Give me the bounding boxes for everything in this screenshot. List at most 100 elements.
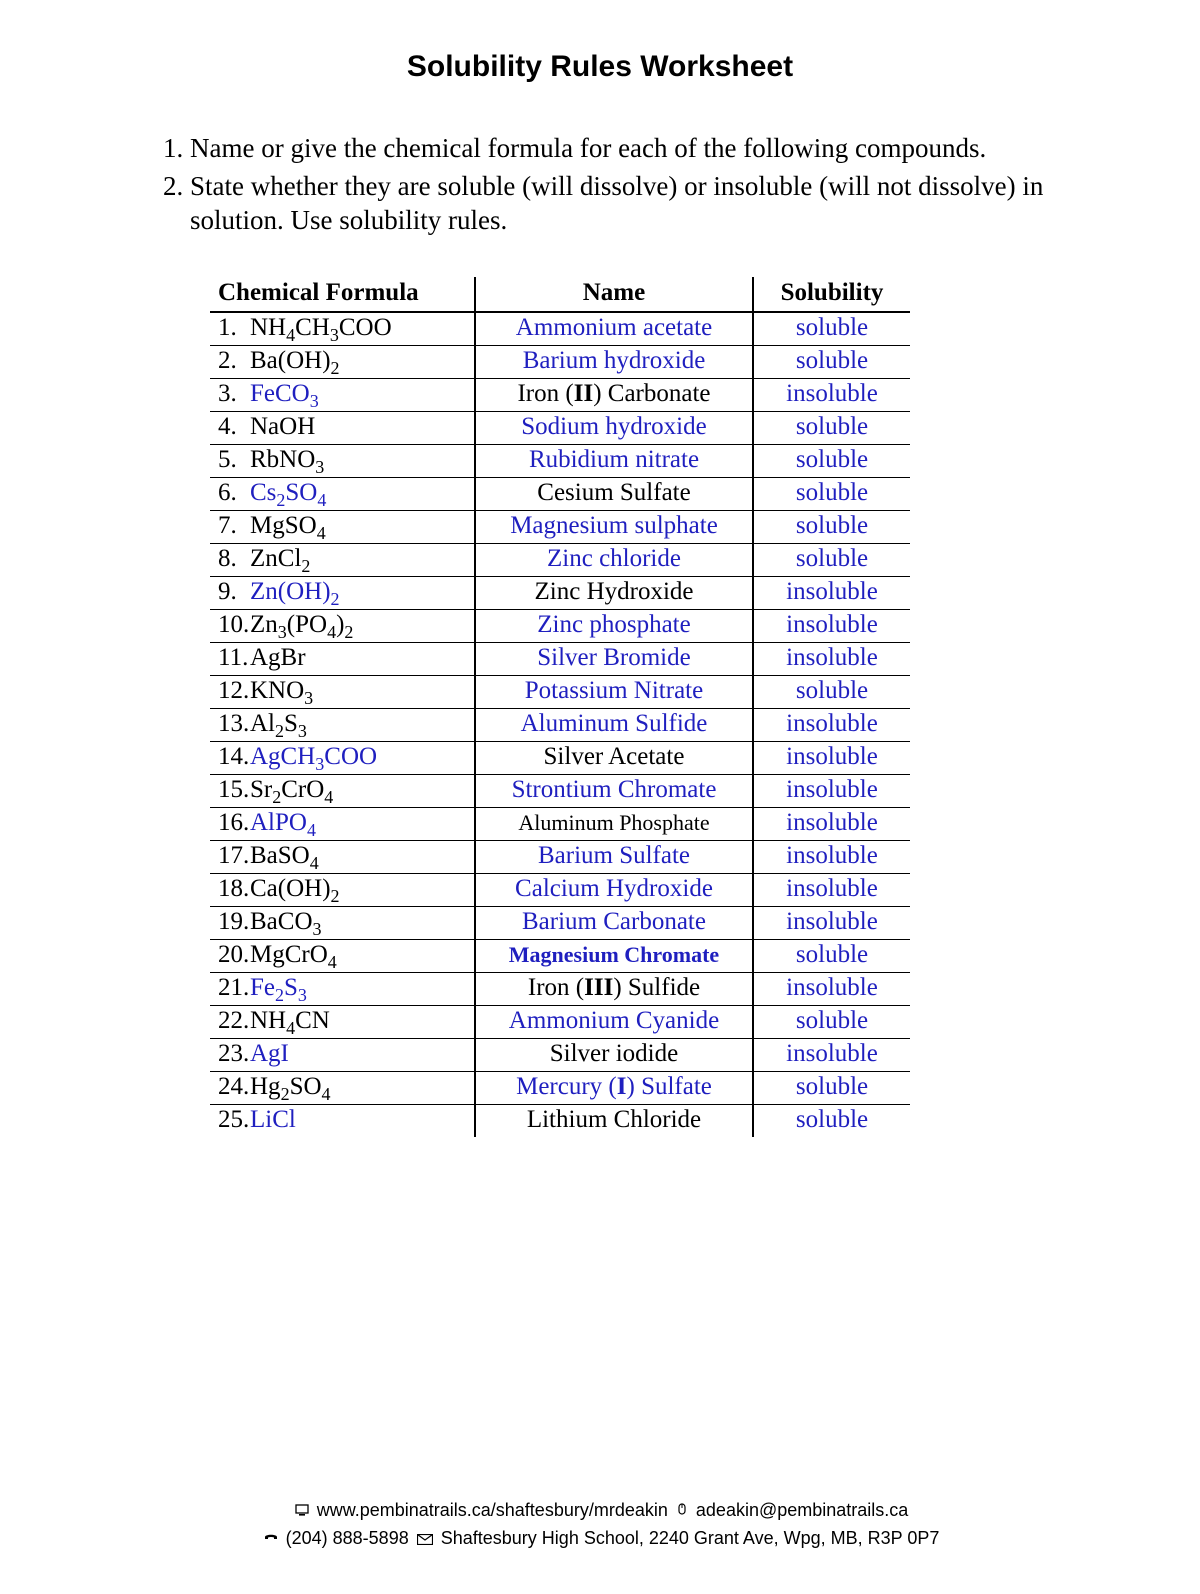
table-header-row: Chemical Formula Name Solubility — [210, 277, 910, 312]
cell-solubility: soluble — [753, 412, 910, 445]
cell-formula: 14.AgCH3COO — [210, 742, 475, 775]
cell-solubility: insoluble — [753, 1039, 910, 1072]
instruction-item: Name or give the chemical formula for ea… — [190, 132, 1080, 166]
computer-icon — [295, 1498, 309, 1526]
cell-formula: 8.ZnCl2 — [210, 544, 475, 577]
cell-formula: 18.Ca(OH)2 — [210, 874, 475, 907]
cell-solubility: insoluble — [753, 379, 910, 412]
cell-name: Rubidium nitrate — [475, 445, 753, 478]
cell-solubility: soluble — [753, 445, 910, 478]
col-header-name: Name — [475, 277, 753, 312]
table-row: 7.MgSO4Magnesium sulphatesoluble — [210, 511, 910, 544]
cell-formula: 10.Zn3(PO4)2 — [210, 610, 475, 643]
cell-name: Mercury (I) Sulfate — [475, 1072, 753, 1105]
cell-formula: 21.Fe2S3 — [210, 973, 475, 1006]
cell-formula: 17.BaSO4 — [210, 841, 475, 874]
cell-name: Zinc chloride — [475, 544, 753, 577]
cell-formula: 24.Hg2SO4 — [210, 1072, 475, 1105]
cell-name: Silver iodide — [475, 1039, 753, 1072]
cell-name: Calcium Hydroxide — [475, 874, 753, 907]
table-row: 9.Zn(OH)2Zinc Hydroxideinsoluble — [210, 577, 910, 610]
page-footer: www.pembinatrails.ca/shaftesbury/mrdeaki… — [120, 1497, 1080, 1553]
cell-solubility: soluble — [753, 940, 910, 973]
cell-formula: 5.RbNO3 — [210, 445, 475, 478]
table-row: 14.AgCH3COOSilver Acetateinsoluble — [210, 742, 910, 775]
cell-name: Aluminum Phosphate — [475, 808, 753, 841]
table-row: 6.Cs2SO4Cesium Sulfatesoluble — [210, 478, 910, 511]
cell-name: Aluminum Sulfide — [475, 709, 753, 742]
cell-formula: 6.Cs2SO4 — [210, 478, 475, 511]
cell-formula: 13.Al2S3 — [210, 709, 475, 742]
cell-solubility: insoluble — [753, 742, 910, 775]
table-row: 24.Hg2SO4Mercury (I) Sulfatesoluble — [210, 1072, 910, 1105]
table-row: 10.Zn3(PO4)2Zinc phosphateinsoluble — [210, 610, 910, 643]
cell-formula: 9.Zn(OH)2 — [210, 577, 475, 610]
instruction-item: State whether they are soluble (will dis… — [190, 170, 1080, 238]
mouse-icon — [676, 1498, 688, 1526]
footer-email: adeakin@pembinatrails.ca — [696, 1500, 908, 1520]
mail-icon — [417, 1526, 433, 1554]
cell-formula: 12.KNO3 — [210, 676, 475, 709]
footer-address: Shaftesbury High School, 2240 Grant Ave,… — [441, 1528, 940, 1548]
cell-formula: 25.LiCl — [210, 1105, 475, 1138]
cell-name: Sodium hydroxide — [475, 412, 753, 445]
table-row: 3.FeCO3Iron (II) Carbonateinsoluble — [210, 379, 910, 412]
table-row: 17.BaSO4Barium Sulfateinsoluble — [210, 841, 910, 874]
table-row: 23.AgISilver iodideinsoluble — [210, 1039, 910, 1072]
table-row: 18.Ca(OH)2Calcium Hydroxideinsoluble — [210, 874, 910, 907]
table-row: 20.MgCrO4Magnesium Chromatesoluble — [210, 940, 910, 973]
solubility-table: Chemical Formula Name Solubility 1.NH4CH… — [210, 277, 910, 1137]
table-row: 13.Al2S3Aluminum Sulfideinsoluble — [210, 709, 910, 742]
table-row: 4.NaOHSodium hydroxidesoluble — [210, 412, 910, 445]
table-row: 8.ZnCl2Zinc chloridesoluble — [210, 544, 910, 577]
table-row: 25.LiClLithium Chloridesoluble — [210, 1105, 910, 1138]
table-row: 22.NH4CNAmmonium Cyanidesoluble — [210, 1006, 910, 1039]
cell-solubility: soluble — [753, 478, 910, 511]
cell-name: Barium Sulfate — [475, 841, 753, 874]
table-row: 12.KNO3Potassium Nitratesoluble — [210, 676, 910, 709]
cell-solubility: soluble — [753, 312, 910, 346]
cell-solubility: insoluble — [753, 577, 910, 610]
cell-solubility: insoluble — [753, 775, 910, 808]
cell-solubility: insoluble — [753, 808, 910, 841]
cell-solubility: soluble — [753, 544, 910, 577]
cell-formula: 22.NH4CN — [210, 1006, 475, 1039]
cell-name: Iron (II) Carbonate — [475, 379, 753, 412]
cell-formula: 2.Ba(OH)2 — [210, 346, 475, 379]
cell-solubility: soluble — [753, 676, 910, 709]
instruction-list: Name or give the chemical formula for ea… — [150, 132, 1080, 237]
cell-formula: 4.NaOH — [210, 412, 475, 445]
col-header-solubility: Solubility — [753, 277, 910, 312]
cell-formula: 20.MgCrO4 — [210, 940, 475, 973]
cell-formula: 19.BaCO3 — [210, 907, 475, 940]
cell-solubility: soluble — [753, 511, 910, 544]
footer-phone: (204) 888-5898 — [286, 1528, 409, 1548]
cell-name: Iron (III) Sulfide — [475, 973, 753, 1006]
col-header-formula: Chemical Formula — [210, 277, 475, 312]
table-row: 21.Fe2S3Iron (III) Sulfideinsoluble — [210, 973, 910, 1006]
cell-formula: 7.MgSO4 — [210, 511, 475, 544]
cell-formula: 1.NH4CH3COO — [210, 312, 475, 346]
cell-name: Silver Bromide — [475, 643, 753, 676]
cell-name: Ammonium Cyanide — [475, 1006, 753, 1039]
cell-name: Strontium Chromate — [475, 775, 753, 808]
cell-solubility: insoluble — [753, 907, 910, 940]
cell-solubility: insoluble — [753, 643, 910, 676]
footer-website: www.pembinatrails.ca/shaftesbury/mrdeaki… — [317, 1500, 668, 1520]
cell-name: Barium Carbonate — [475, 907, 753, 940]
worksheet-page: Solubility Rules Worksheet Name or give … — [0, 0, 1200, 1594]
table-row: 2.Ba(OH)2Barium hydroxidesoluble — [210, 346, 910, 379]
cell-solubility: soluble — [753, 1072, 910, 1105]
cell-solubility: soluble — [753, 346, 910, 379]
phone-icon — [264, 1526, 278, 1554]
cell-solubility: soluble — [753, 1105, 910, 1138]
page-title: Solubility Rules Worksheet — [120, 50, 1080, 84]
cell-solubility: insoluble — [753, 709, 910, 742]
cell-formula: 23.AgI — [210, 1039, 475, 1072]
cell-formula: 3.FeCO3 — [210, 379, 475, 412]
table-row: 19.BaCO3Barium Carbonateinsoluble — [210, 907, 910, 940]
cell-solubility: insoluble — [753, 610, 910, 643]
table-row: 15.Sr2CrO4Strontium Chromateinsoluble — [210, 775, 910, 808]
footer-line-1: www.pembinatrails.ca/shaftesbury/mrdeaki… — [120, 1497, 1080, 1525]
table-container: Chemical Formula Name Solubility 1.NH4CH… — [210, 277, 1080, 1137]
